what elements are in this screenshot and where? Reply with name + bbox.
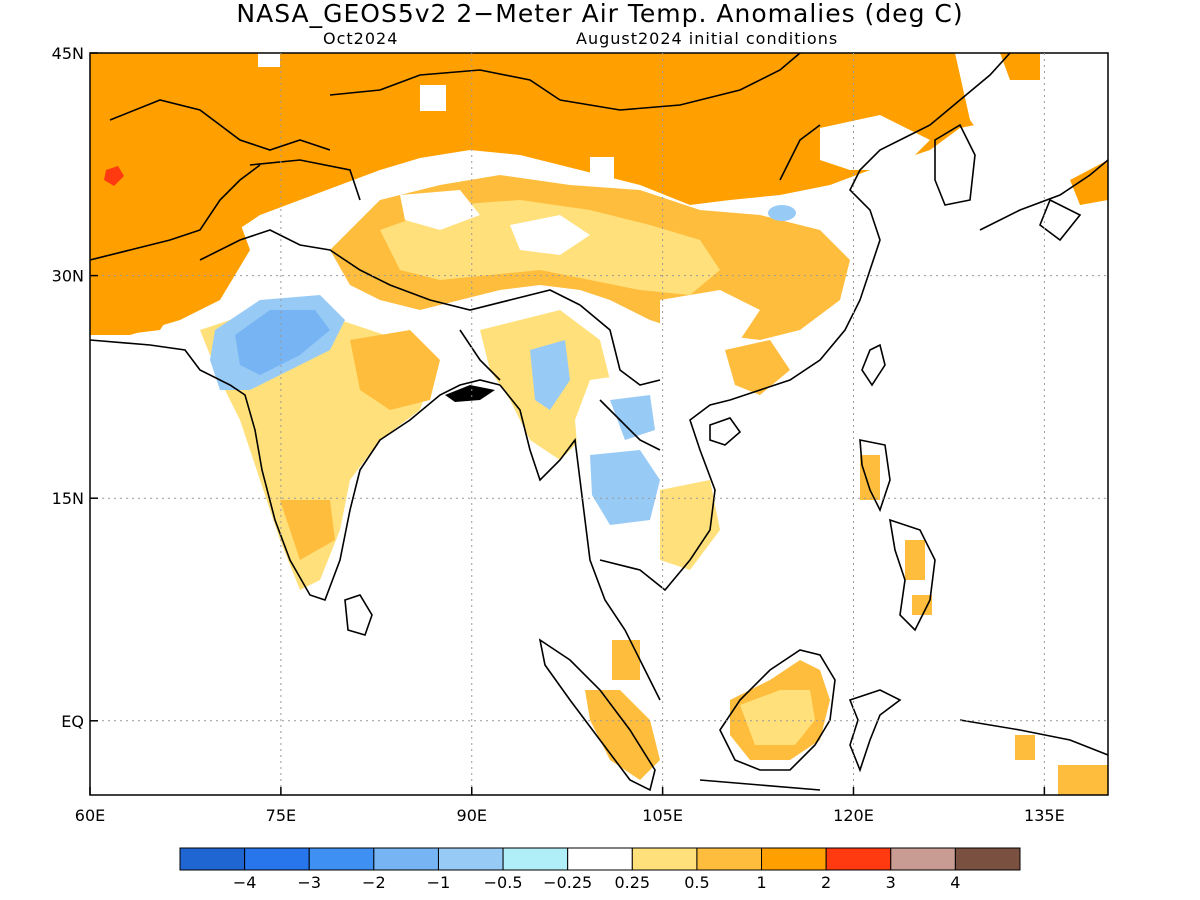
colorbar-label: −1	[427, 873, 451, 892]
colorbar-swatch	[696, 847, 763, 871]
colorbar-swatch	[890, 847, 956, 871]
border-himalaya	[199, 229, 581, 311]
colorbar-label: 1	[756, 873, 766, 892]
coast-newguinea	[959, 719, 1108, 756]
coast-india	[90, 339, 501, 602]
colorbar-label: 4	[950, 873, 960, 892]
colorbar-swatch	[502, 847, 569, 871]
lon-tick-label: 60E	[75, 806, 105, 825]
lon-tick-label: 105E	[642, 806, 683, 825]
colorbar-swatch	[437, 847, 504, 871]
coast-korea	[934, 123, 976, 206]
lon-tick-label: 90E	[457, 806, 487, 825]
colorbar: −4 −3 −2 −1 −0.5 −0.25 0.25 0.5 1 2 3 4	[179, 847, 1021, 892]
lat-tick-label: EQ	[61, 712, 84, 731]
colorbar-label: −0.25	[543, 873, 592, 892]
coast-borneo	[719, 649, 836, 771]
map-title: NASA_GEOS5v2 2−Meter Air Temp. Anomalies…	[236, 0, 964, 28]
region-iran-hotspot	[104, 166, 124, 186]
initial-conditions: August2024 initial conditions	[576, 29, 839, 48]
colorbar-swatch	[761, 847, 827, 871]
lat-tick-label: 30N	[52, 267, 84, 286]
colorbar-label: −0.5	[484, 873, 523, 892]
lat-tick-label: 45N	[52, 44, 84, 63]
colorbar-swatch	[244, 847, 310, 871]
colorbar-swatch	[308, 847, 375, 871]
coast-indochina	[499, 384, 661, 701]
coast-japan	[979, 159, 1108, 231]
coast-java	[699, 779, 821, 791]
forecast-month: Oct2024	[323, 29, 399, 48]
coast-srilanka	[344, 594, 373, 636]
region-myanmar-cool	[530, 340, 570, 410]
colorbar-label: −4	[233, 873, 257, 892]
colorbar-swatch	[567, 847, 633, 871]
lon-tick-label: 135E	[1024, 806, 1065, 825]
lon-tick-label: 120E	[833, 806, 874, 825]
coast-sulawesi	[848, 689, 902, 773]
coast-taiwan	[861, 343, 886, 387]
colorbar-label: −2	[362, 873, 386, 892]
colorbar-swatch	[825, 847, 892, 871]
colorbar-swatch	[954, 847, 1021, 871]
colorbar-swatch	[179, 847, 246, 871]
colorbar-label: −3	[297, 873, 321, 892]
coast-hainan	[709, 417, 742, 446]
coast-sumatra	[538, 638, 656, 792]
coast-philippines	[859, 439, 891, 513]
colorbar-label: 0.25	[614, 873, 650, 892]
colorbar-swatch	[631, 847, 698, 871]
colorbar-label: 3	[886, 873, 896, 892]
lon-tick-label: 75E	[266, 806, 296, 825]
region-thailand-cool	[590, 450, 660, 525]
plot-frame	[89, 52, 1109, 796]
colorbar-label: 2	[821, 873, 831, 892]
colorbar-swatch	[373, 847, 439, 871]
lat-tick-label: 15N	[52, 489, 84, 508]
colorbar-label: 0.5	[684, 873, 709, 892]
